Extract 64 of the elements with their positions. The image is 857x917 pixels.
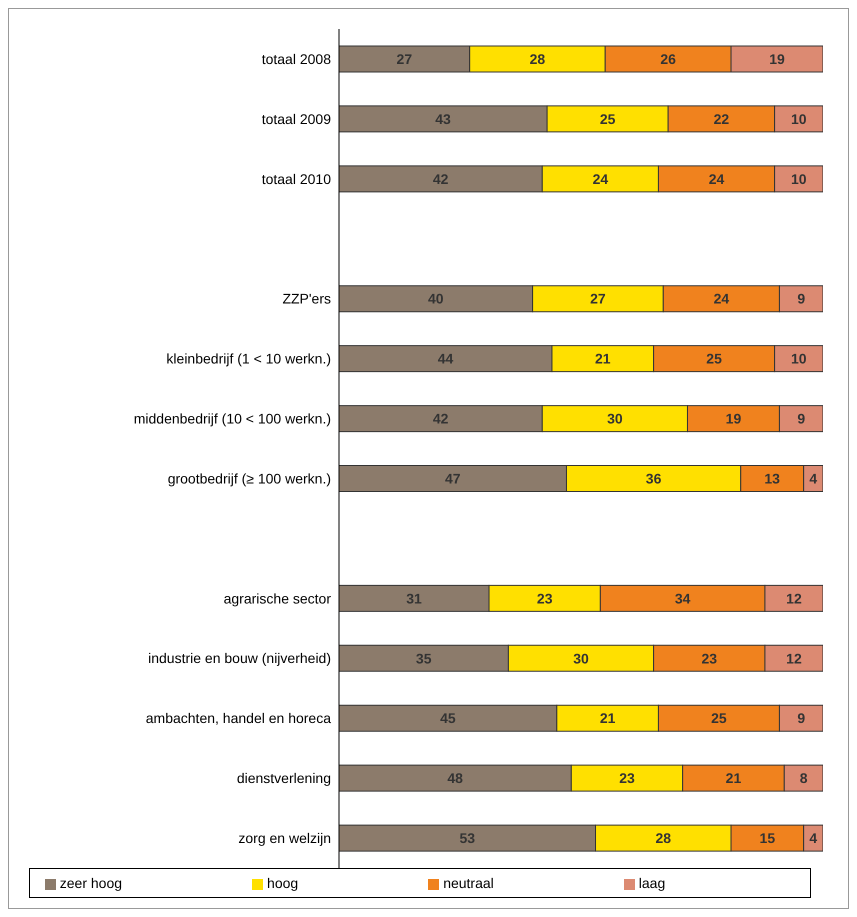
data-label: 4 [809,830,818,846]
data-label: 44 [438,350,454,367]
data-label: 53 [459,830,476,846]
legend-label: hoog [267,875,298,891]
data-label: 22 [714,110,730,127]
data-label: 36 [646,470,662,486]
data-label: 45 [440,710,456,726]
data-label: 28 [655,830,672,846]
data-label: 12 [786,590,802,606]
data-label: 10 [791,170,807,187]
data-label: 25 [711,710,727,726]
data-label: 25 [706,350,722,367]
data-label: 13 [764,470,780,486]
data-label: 21 [600,710,616,726]
data-label: 42 [432,410,449,427]
data-label: 9 [797,710,806,726]
data-label: 24 [714,290,730,307]
y-tick-label: totaal 2009 [262,110,332,127]
data-label: 35 [416,650,432,666]
data-label: 9 [797,290,806,307]
legend-label: laag [638,875,666,891]
data-label: 19 [726,410,742,427]
data-label: 40 [428,290,444,307]
y-tick-label: totaal 2008 [262,50,332,67]
y-tick-label: ZZP'ers [282,290,331,307]
data-label: 47 [444,470,461,486]
y-tick-label: ambachten, handel en horeca [146,710,332,726]
data-label: 42 [432,170,449,187]
data-label: 25 [600,110,616,127]
data-label: 23 [701,650,718,666]
y-tick-label: kleinbedrijf (1 < 10 werkn.) [166,350,331,367]
data-label: 24 [592,170,608,187]
data-label: 21 [726,770,742,786]
y-tick-label: grootbedrijf (≥ 100 werkn.) [168,470,331,486]
y-tick-label: agrarische sector [224,590,332,606]
data-label: 30 [607,410,623,427]
legend-label: neutraal [443,875,494,891]
data-label: 23 [619,770,635,786]
data-label: 8 [800,770,808,786]
data-label: 48 [447,770,464,786]
y-tick-label: industrie en bouw (nijverheid) [148,650,331,666]
data-label: 23 [536,590,553,606]
data-label: 34 [674,590,691,606]
y-tick-label: middenbedrijf (10 < 100 werkn.) [134,410,331,427]
data-label: 28 [530,50,546,67]
data-label: 10 [791,350,807,367]
y-tick-label: totaal 2010 [262,170,332,187]
data-label: 31 [406,590,422,606]
data-label: 27 [396,50,412,67]
data-label: 4 [809,470,818,486]
data-label: 19 [769,50,786,67]
y-tick-label: dienstverlening [236,770,331,786]
data-label: 30 [573,650,589,666]
data-label: 24 [708,170,725,187]
data-label: 10 [791,110,807,127]
data-label: 26 [660,50,676,67]
data-label: 15 [760,830,776,846]
data-label: 21 [594,350,611,367]
data-label: 43 [435,110,452,127]
data-label: 9 [797,410,806,427]
data-label: 12 [786,650,802,666]
y-tick-label: zorg en welzijn [238,830,331,846]
data-label: 27 [590,290,606,307]
legend-label: zeer hoog [60,875,122,891]
